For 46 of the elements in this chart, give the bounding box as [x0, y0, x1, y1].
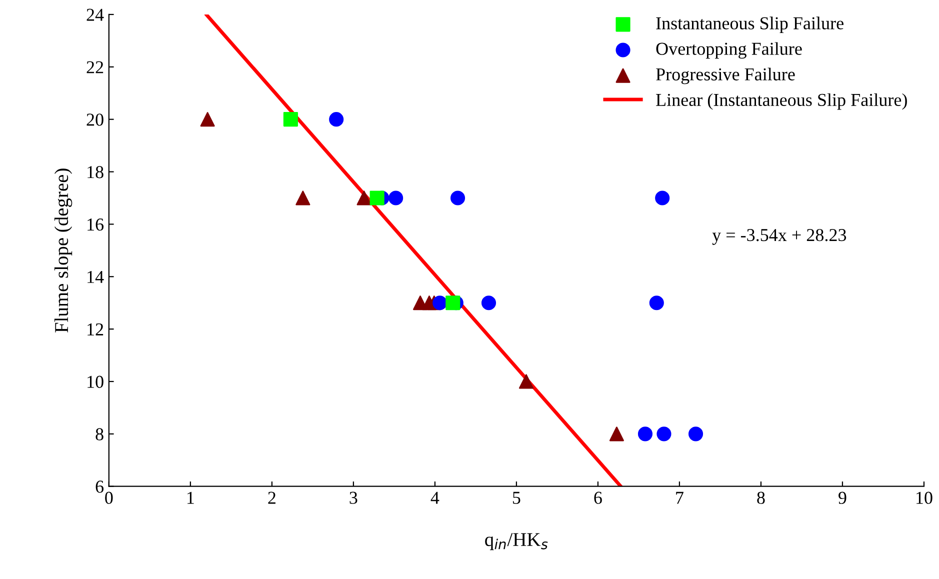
point	[609, 426, 624, 442]
annotation: y = -3.54x + 28.23	[712, 228, 846, 245]
x-tick-label: 9	[838, 492, 846, 504]
point	[481, 296, 496, 310]
point	[518, 374, 534, 389]
x-tick-label: 6	[594, 492, 602, 504]
x-axis-title: q$_{in}$/HK$_{s}$	[485, 533, 548, 550]
x-tick-label: 4	[430, 492, 440, 504]
x-tick-label: 10	[916, 492, 932, 504]
y-tick-label: 20	[86, 114, 104, 126]
point	[329, 112, 344, 127]
x-tick-label: 3	[350, 492, 358, 504]
point	[296, 190, 310, 206]
x-tick-label: 8	[757, 492, 765, 504]
legend-label: Instantaneous Slip Failure	[656, 16, 844, 34]
y-tick-label: 22	[86, 61, 104, 74]
legend-label: Linear (Instantaneous Slip Failure)	[656, 93, 907, 110]
x-tick-label: 1	[188, 492, 194, 504]
y-tick-label: 16	[88, 218, 104, 231]
y-axis-title: Flume slope (degree)	[54, 168, 72, 332]
y-tick-label: 24	[86, 8, 104, 21]
point	[356, 190, 372, 206]
y-tick-label: 14	[88, 270, 104, 283]
x-tick-label: 5	[512, 492, 520, 504]
y-tick-label: 6	[96, 480, 104, 493]
legend-label: Overtopping Failure	[656, 42, 802, 59]
point	[200, 112, 215, 127]
y-tick-label: 18	[88, 166, 104, 178]
point	[655, 190, 670, 206]
point	[656, 426, 672, 442]
point	[283, 112, 298, 127]
point	[638, 426, 653, 442]
x-tick-label: 0	[105, 492, 113, 504]
point	[446, 296, 460, 310]
y-tick-label: 10	[88, 376, 104, 388]
x-tick-label: 7	[676, 492, 684, 504]
x-tick-label: 2	[268, 492, 276, 504]
point	[432, 296, 448, 310]
point	[649, 296, 664, 310]
y-tick-label: 8	[96, 428, 104, 440]
legend-label: Progressive Failure	[656, 68, 795, 84]
point	[388, 190, 404, 206]
point	[450, 190, 466, 206]
point	[370, 190, 384, 206]
y-tick-label: 12	[88, 323, 104, 336]
point	[688, 426, 704, 442]
